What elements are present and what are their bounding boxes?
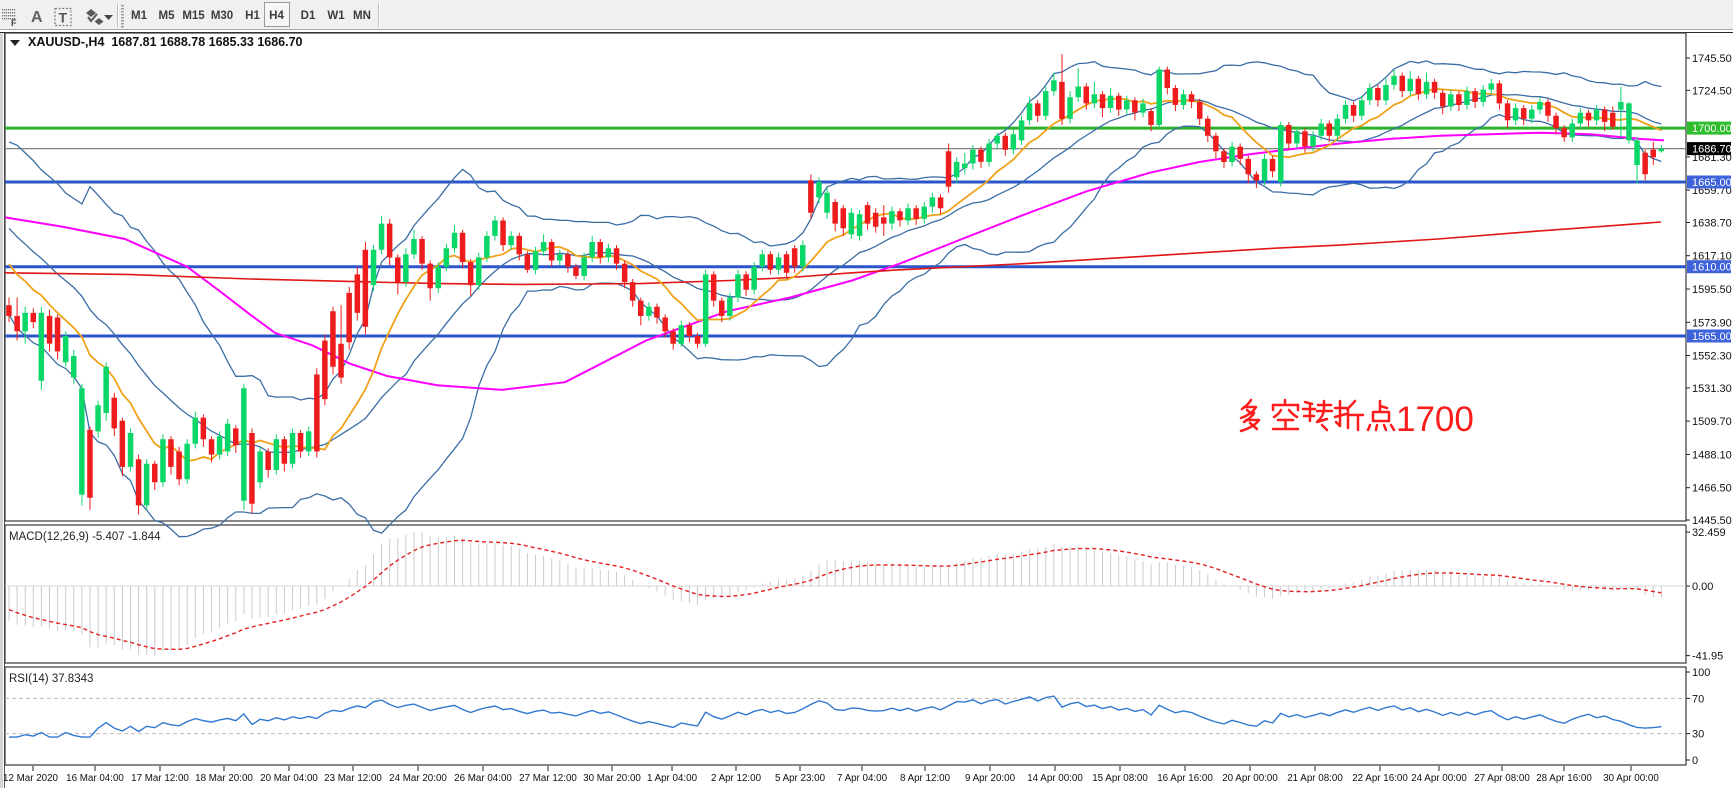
svg-text:1638.70: 1638.70 (1692, 218, 1732, 230)
svg-text:14 Apr 00:00: 14 Apr 00:00 (1027, 773, 1083, 784)
svg-text:M1: M1 (131, 10, 148, 22)
svg-text:16 Mar 04:00: 16 Mar 04:00 (66, 773, 124, 784)
svg-text:32.459: 32.459 (1692, 527, 1726, 539)
svg-text:9 Apr 20:00: 9 Apr 20:00 (965, 773, 1016, 784)
svg-text:T: T (59, 10, 68, 26)
svg-text:0.00: 0.00 (1692, 581, 1713, 593)
svg-text:1665.00: 1665.00 (1692, 177, 1732, 189)
svg-text:1610.00: 1610.00 (1692, 262, 1732, 274)
svg-text:18 Mar 20:00: 18 Mar 20:00 (195, 773, 253, 784)
svg-text:30 Apr 00:00: 30 Apr 00:00 (1603, 773, 1659, 784)
svg-text:1745.50: 1745.50 (1692, 53, 1732, 65)
svg-text:20 Mar 04:00: 20 Mar 04:00 (260, 773, 318, 784)
svg-text:24 Apr 00:00: 24 Apr 00:00 (1411, 773, 1467, 784)
svg-text:-41.95: -41.95 (1692, 651, 1723, 663)
svg-text:1565.00: 1565.00 (1692, 331, 1732, 343)
svg-text:H1: H1 (245, 10, 260, 22)
svg-text:12 Mar 2020: 12 Mar 2020 (3, 773, 59, 784)
svg-text:M15: M15 (182, 10, 205, 22)
svg-text:MN: MN (353, 10, 371, 22)
svg-text:24 Mar 20:00: 24 Mar 20:00 (389, 773, 447, 784)
svg-text:1700.00: 1700.00 (1692, 123, 1732, 135)
svg-text:M5: M5 (159, 10, 176, 22)
svg-text:1509.70: 1509.70 (1692, 416, 1732, 428)
svg-text:7 Apr 04:00: 7 Apr 04:00 (837, 773, 888, 784)
svg-text:16 Apr 16:00: 16 Apr 16:00 (1157, 773, 1213, 784)
svg-text:30: 30 (1692, 729, 1704, 741)
svg-text:RSI(14) 37.8343: RSI(14) 37.8343 (9, 673, 93, 685)
svg-text:1700: 1700 (1396, 400, 1474, 439)
svg-text:30 Mar 20:00: 30 Mar 20:00 (583, 773, 641, 784)
svg-text:2 Apr 12:00: 2 Apr 12:00 (711, 773, 762, 784)
svg-text:D1: D1 (301, 10, 316, 22)
svg-text:A: A (31, 9, 43, 26)
svg-text:MACD(12,26,9) -5.407 -1.844: MACD(12,26,9) -5.407 -1.844 (9, 531, 161, 543)
svg-text:0: 0 (1692, 755, 1698, 767)
svg-text:15 Apr 08:00: 15 Apr 08:00 (1092, 773, 1148, 784)
svg-text:17 Mar 12:00: 17 Mar 12:00 (131, 773, 189, 784)
svg-text:1445.50: 1445.50 (1692, 515, 1732, 527)
svg-text:XAUUSD-,H4 1687.81 1688.78 16: XAUUSD-,H4 1687.81 1688.78 1685.33 1686.… (28, 35, 303, 49)
svg-text:1488.10: 1488.10 (1692, 449, 1732, 461)
svg-text:22 Apr 16:00: 22 Apr 16:00 (1352, 773, 1408, 784)
svg-text:1595.50: 1595.50 (1692, 284, 1732, 296)
svg-text:W1: W1 (327, 10, 345, 22)
svg-text:1 Apr 04:00: 1 Apr 04:00 (647, 773, 698, 784)
svg-text:M30: M30 (211, 10, 233, 22)
svg-text:70: 70 (1692, 693, 1704, 705)
svg-text:1552.30: 1552.30 (1692, 351, 1732, 363)
svg-text:1686.70: 1686.70 (1692, 144, 1732, 156)
svg-text:20 Apr 00:00: 20 Apr 00:00 (1222, 773, 1278, 784)
svg-text:1531.30: 1531.30 (1692, 383, 1732, 395)
svg-text:27 Apr 08:00: 27 Apr 08:00 (1474, 773, 1530, 784)
svg-text:5 Apr 23:00: 5 Apr 23:00 (775, 773, 826, 784)
svg-text:28 Apr 16:00: 28 Apr 16:00 (1536, 773, 1592, 784)
svg-text:1724.50: 1724.50 (1692, 85, 1732, 97)
svg-text:1573.90: 1573.90 (1692, 317, 1732, 329)
svg-text:23 Mar 12:00: 23 Mar 12:00 (324, 773, 382, 784)
svg-text:1617.10: 1617.10 (1692, 251, 1732, 263)
svg-text:100: 100 (1692, 667, 1710, 679)
svg-text:21 Apr 08:00: 21 Apr 08:00 (1287, 773, 1343, 784)
svg-text:F: F (11, 18, 17, 28)
svg-text:1466.50: 1466.50 (1692, 483, 1732, 495)
svg-text:8 Apr 12:00: 8 Apr 12:00 (900, 773, 951, 784)
svg-text:H4: H4 (269, 10, 284, 22)
svg-text:27 Mar 12:00: 27 Mar 12:00 (519, 773, 577, 784)
svg-text:26 Mar 04:00: 26 Mar 04:00 (454, 773, 512, 784)
